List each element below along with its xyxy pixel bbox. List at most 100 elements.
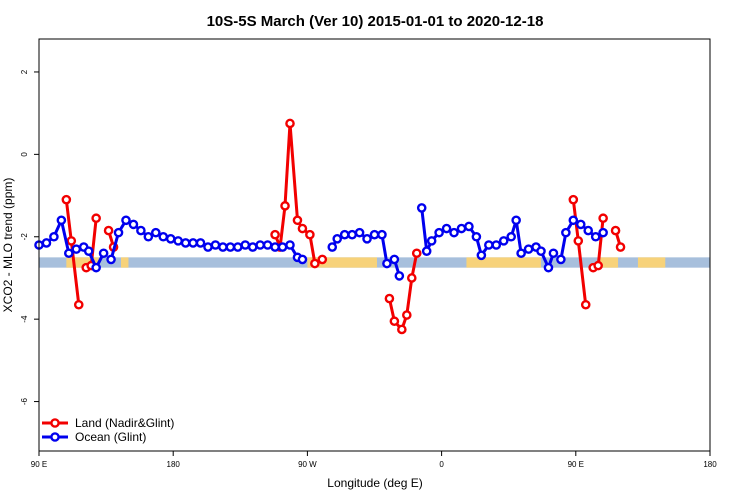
data-point: [332, 234, 343, 244]
data-point: [270, 242, 280, 252]
x-tick-label: 90 W: [298, 460, 317, 469]
data-point: [593, 260, 603, 271]
data-point: [610, 225, 621, 236]
data-point: [491, 240, 502, 250]
data-point: [575, 219, 586, 230]
data-point: [113, 227, 124, 238]
data-point: [297, 223, 308, 234]
data-point: [188, 238, 198, 248]
legend-label: Ocean (Glint): [75, 430, 146, 444]
data-point: [397, 324, 407, 335]
land-band-segment: [598, 257, 619, 268]
data-point: [498, 236, 509, 246]
data-point: [66, 236, 77, 246]
data-point: [421, 246, 432, 256]
data-point: [327, 242, 338, 252]
x-tick-label: 90 E: [568, 460, 584, 469]
data-point: [580, 299, 591, 310]
data-point: [61, 194, 72, 205]
data-point: [280, 201, 290, 211]
legend-item: Land (Nadir&Glint): [42, 416, 174, 430]
data-point: [317, 254, 328, 265]
series-land: [61, 118, 626, 335]
data-point: [543, 262, 554, 273]
data-point: [91, 213, 101, 224]
land-band-segment: [637, 257, 666, 268]
x-tick-label: 180: [167, 460, 181, 469]
data-point: [598, 227, 608, 238]
data-point: [548, 248, 559, 259]
data-point: [426, 236, 437, 246]
data-point: [362, 234, 372, 244]
data-point: [195, 238, 206, 248]
data-point: [83, 246, 94, 256]
data-point: [384, 293, 395, 304]
data-point: [347, 229, 357, 240]
data-point: [49, 231, 59, 242]
data-point: [310, 258, 320, 269]
data-point: [339, 229, 350, 240]
data-point: [210, 240, 221, 250]
data-point: [516, 248, 526, 259]
data-point: [511, 215, 521, 226]
data-point: [285, 118, 295, 129]
data-point: [203, 242, 213, 252]
data-point: [121, 215, 131, 226]
legend-item: Ocean (Glint): [42, 430, 146, 444]
chart-title: 10S-5S March (Ver 10) 2015-01-01 to 2020…: [207, 13, 544, 30]
legend-label: Land (Nadir&Glint): [75, 416, 174, 430]
data-point: [598, 213, 608, 224]
data-point: [71, 244, 82, 254]
data-point: [568, 215, 579, 226]
data-point: [523, 244, 534, 254]
y-tick-label: -4: [20, 315, 29, 323]
land-band-segment: [66, 257, 99, 268]
data-point: [556, 254, 566, 265]
series-line: [571, 199, 588, 305]
data-point: [369, 229, 380, 240]
data-point: [389, 254, 400, 265]
data-point: [434, 227, 444, 238]
land-band-segment: [466, 257, 542, 268]
data-point: [476, 250, 487, 261]
data-point: [180, 238, 191, 248]
data-point: [406, 273, 417, 283]
data-point: [464, 221, 474, 232]
data-point: [277, 242, 288, 252]
data-point: [218, 242, 228, 252]
y-tick-label: -6: [20, 397, 29, 405]
data-point: [506, 231, 516, 242]
data-point: [583, 225, 594, 236]
data-point: [573, 236, 584, 246]
data-point: [441, 223, 452, 234]
data-point: [484, 240, 494, 250]
y-tick-label: 0: [20, 152, 29, 157]
data-point: [240, 240, 251, 250]
land-band-segment: [307, 257, 377, 268]
data-point: [247, 242, 258, 252]
land-band-segment: [121, 257, 129, 268]
data-point: [136, 225, 146, 236]
data-point: [615, 242, 626, 252]
data-point: [103, 225, 114, 236]
data-point: [262, 240, 273, 250]
data-point: [456, 223, 467, 234]
data-point: [292, 215, 303, 226]
data-point: [98, 248, 109, 259]
data-point: [449, 227, 459, 238]
data-point: [471, 231, 482, 242]
data-point: [377, 229, 387, 240]
data-point: [91, 262, 101, 273]
data-point: [225, 242, 236, 252]
data-point: [411, 248, 422, 259]
data-point: [165, 234, 176, 244]
x-axis-label: Longitude (deg E): [327, 476, 422, 490]
x-tick-label: 180: [703, 460, 717, 469]
data-point: [41, 238, 52, 248]
plot-area: 90 E 180 90 W 0 90 E 180 -6 -4 -2 0 2: [20, 38, 717, 469]
y-tick-label: -2: [20, 233, 29, 241]
data-point: [285, 240, 295, 250]
data-point: [255, 240, 265, 250]
data-point: [568, 194, 579, 205]
